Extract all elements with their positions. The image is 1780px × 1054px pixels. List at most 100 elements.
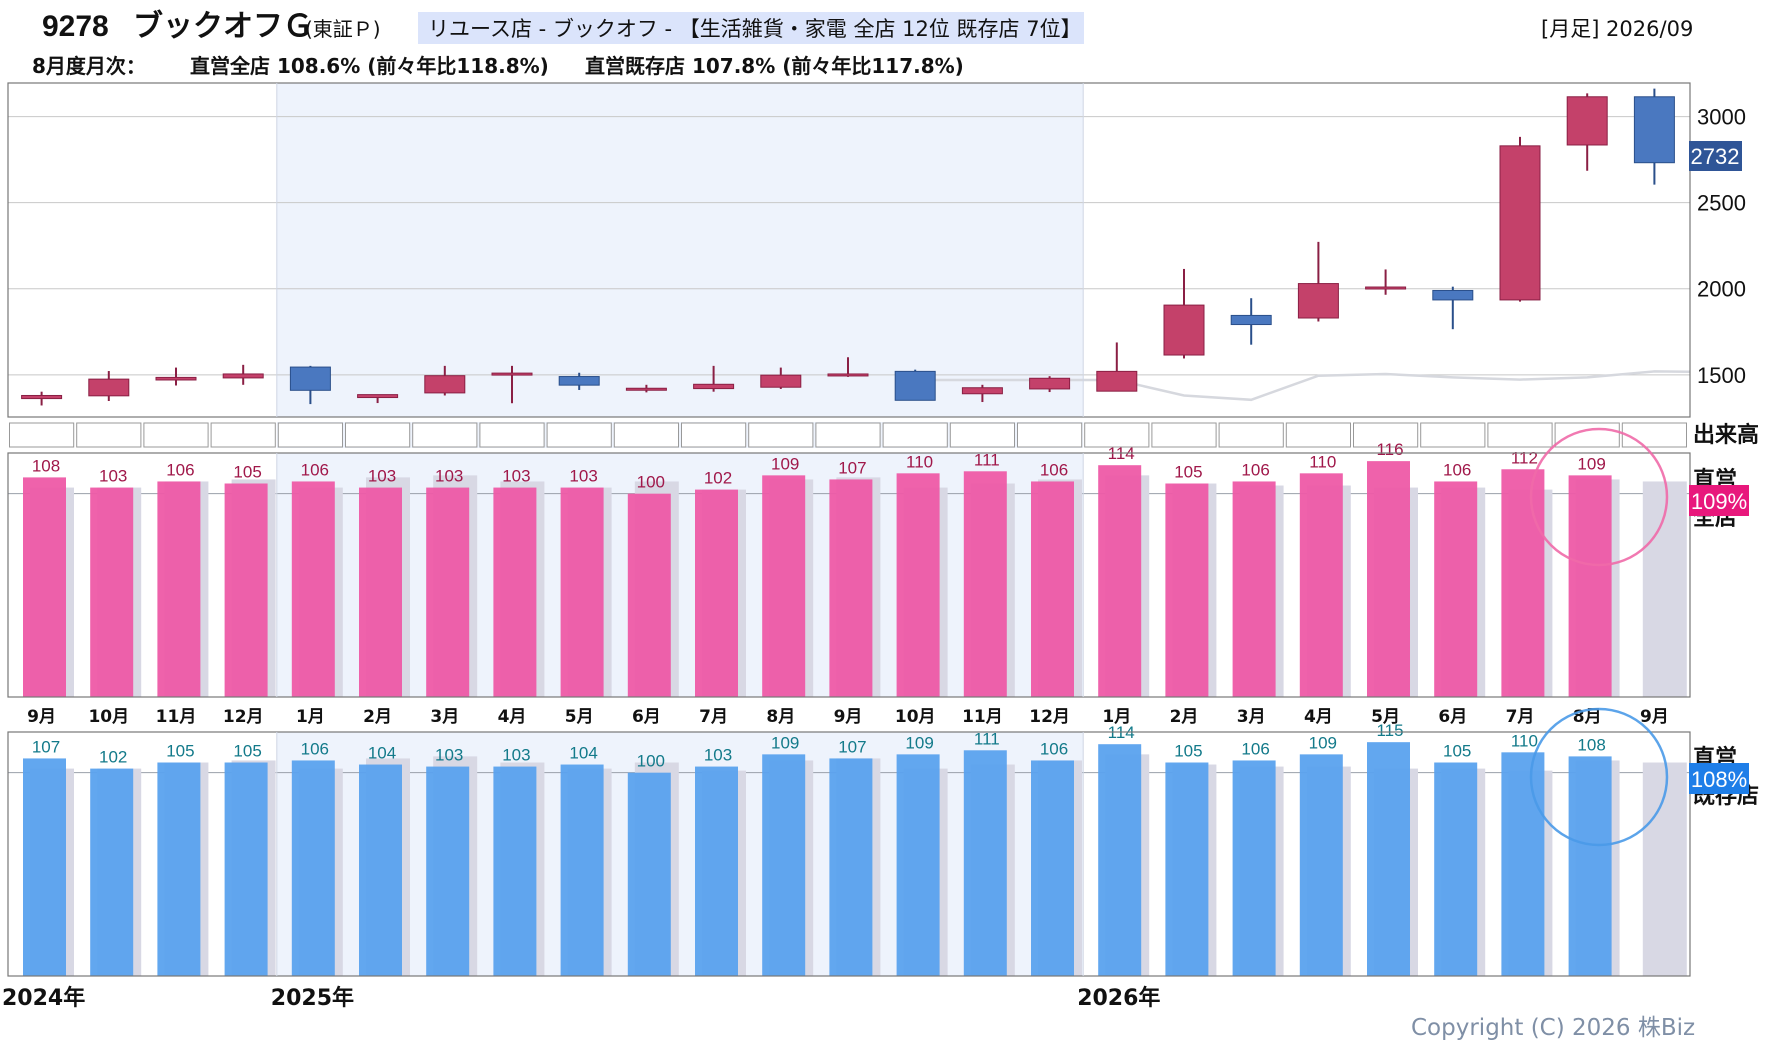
price-panel [21, 88, 1691, 406]
month-tick-label: 2月 [363, 707, 392, 727]
existing-store-bar [157, 762, 201, 976]
year-label: 2025年 [271, 985, 354, 1011]
all-store-bar [1165, 483, 1209, 697]
existing-store-bar [963, 750, 1007, 976]
existing-store-value-label: 115 [1376, 721, 1403, 740]
existing-store-bar [560, 764, 604, 976]
month-tick-label: 6月 [1438, 707, 1467, 727]
current-price-bg [1689, 141, 1742, 171]
existing-store-value-label: 107 [838, 737, 866, 756]
existing-store-value-label: 114 [1108, 723, 1135, 742]
all-store-bar [426, 487, 470, 697]
candle-body [155, 376, 197, 381]
all-store-value-label: 103 [368, 467, 396, 486]
all-store-value-label: 110 [1309, 452, 1336, 471]
month-tick-label: 1月 [296, 707, 325, 727]
all-store-bar [1568, 475, 1612, 697]
volume-cell [949, 422, 1015, 448]
all-store-bar [493, 487, 537, 697]
candle-body [491, 372, 533, 376]
existing-store-bar [359, 764, 402, 976]
volume-cell [479, 422, 545, 448]
existing-store-value-label: 107 [32, 737, 60, 756]
all-store-value-label: 106 [1443, 460, 1471, 479]
candle-body [424, 375, 466, 394]
candle-body [894, 370, 936, 401]
all-store-bar [1232, 481, 1276, 697]
monthly-prefix: 8月度月次： [32, 54, 146, 78]
volume-cell [1017, 422, 1083, 448]
existing-store-bar [695, 766, 738, 976]
month-tick-label: 5月 [1371, 707, 1400, 727]
market-label: (東証Ｐ) [305, 17, 381, 41]
price-tick-label: 3000 [1697, 105, 1746, 130]
existing-store-frame [7, 731, 1691, 977]
volume-panel [9, 422, 1688, 448]
year-label: 2024年 [2, 985, 85, 1011]
all-store-value-label: 114 [1108, 444, 1135, 463]
month-tick-label: 9月 [1640, 707, 1669, 727]
all-store-value-label: 107 [838, 458, 866, 477]
existing-store-value-label: 109 [771, 733, 799, 752]
current-price-value: 2732 [1691, 144, 1740, 169]
existing-store-value-label: 104 [569, 744, 597, 763]
month-tick-label: 10月 [895, 707, 936, 727]
candle-body [1096, 370, 1138, 392]
volume-cell [9, 422, 75, 448]
shade-2025-0 [276, 83, 1084, 417]
candle-body [625, 387, 667, 391]
month-tick-label: 9月 [27, 707, 56, 727]
existing-store-value-label: 106 [301, 739, 329, 758]
all-store-value-label: 109 [1577, 454, 1605, 473]
candle-body [1633, 96, 1675, 164]
price-frame [7, 82, 1691, 418]
existing-store-bar [90, 768, 134, 976]
month-tick-label: 3月 [1237, 707, 1266, 727]
candle-body [1566, 96, 1608, 146]
all-store-value-label: 103 [569, 467, 597, 486]
volume-cell [1420, 422, 1486, 448]
panel-frames [7, 82, 1691, 977]
period-label: [月足] 2026/09 [1541, 17, 1693, 41]
existing-store-bar [426, 766, 470, 976]
price-tick-label: 2500 [1697, 191, 1746, 216]
all-store-bar [157, 481, 201, 697]
all-store-value-label: 116 [1376, 440, 1403, 459]
all-store-value-label: 103 [502, 467, 530, 486]
candle-body [1163, 304, 1205, 356]
all-store-bar [359, 487, 402, 697]
existing-store-value-label: 102 [99, 748, 127, 767]
all-store-bar [1434, 481, 1478, 697]
month-tick-label: 11月 [156, 707, 197, 727]
existing-store-value-label: 105 [166, 742, 194, 761]
volume-cell [1218, 422, 1284, 448]
candle-body [827, 373, 869, 377]
existing-store-value-label: 105 [1174, 742, 1202, 761]
month-tick-label: 11月 [962, 707, 1003, 727]
all-store-bar [1299, 473, 1343, 697]
all-store-value-label: 102 [704, 469, 732, 488]
all-store-value-label: 106 [301, 460, 329, 479]
existing-store-bar [1501, 752, 1545, 976]
month-tick-label: 7月 [699, 707, 728, 727]
existing-store-value-label: 109 [1309, 733, 1337, 752]
category-bg [418, 12, 1084, 44]
all-store-badge-bg [1689, 485, 1749, 516]
volume-cell [681, 422, 747, 448]
ticker-code: 9278 [42, 10, 109, 43]
candle-body [357, 394, 399, 399]
all-store-bar [23, 477, 66, 697]
month-tick-label: 3月 [430, 707, 459, 727]
existing-store-bar [762, 754, 806, 976]
all-store-bar [1367, 461, 1410, 697]
volume-cell [1554, 422, 1620, 448]
all-store-value-label: 105 [1174, 463, 1202, 482]
all-store-value-label: 100 [637, 473, 665, 492]
candle-body [21, 394, 63, 400]
all-store-bar [1031, 481, 1074, 697]
existing-store-bar [224, 762, 268, 976]
month-tick-label: 8月 [766, 707, 795, 727]
candle-body [222, 373, 264, 379]
